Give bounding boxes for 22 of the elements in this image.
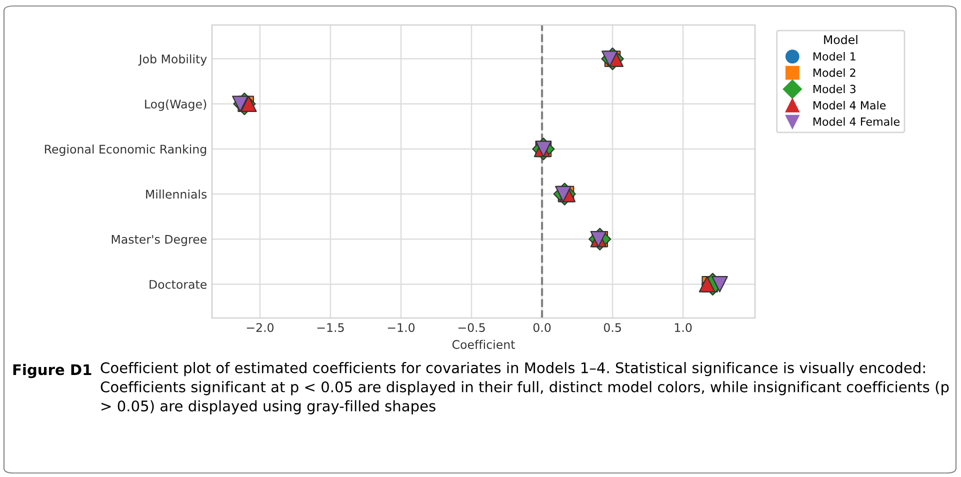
x-axis-title: Coefficient bbox=[452, 340, 515, 349]
y-tick-label: Log(Wage) bbox=[145, 99, 206, 111]
x-tick-label: −1.5 bbox=[317, 323, 344, 332]
y-tick-label: Master's Degree bbox=[112, 234, 207, 246]
y-tick-label: Millennials bbox=[146, 190, 207, 199]
x-tick-label: −0.5 bbox=[458, 323, 485, 332]
y-tick-label: Doctorate bbox=[150, 280, 207, 289]
legend-label: Model 3 bbox=[813, 84, 856, 94]
x-tick-label: −2.0 bbox=[246, 323, 274, 332]
caption: Figure D1 bbox=[13, 364, 92, 378]
legend-title: Model bbox=[824, 35, 858, 44]
legend-label: Model 1 bbox=[813, 52, 856, 61]
y-tick-label: Job Mobility bbox=[138, 54, 207, 66]
x-tick-label: 0.5 bbox=[604, 323, 621, 332]
x-tick-label: 1.0 bbox=[674, 323, 692, 332]
text: Coefficient plot of estimated coefficients for covariates in Models 1–4. Statistical significance is visually encoded: Coefficients significant at p < 0.05 are displayed in their full, distinct model colors, while insignificant coefficients (p > 0.05) are displayed using gray-filled shapes bbox=[100, 362, 949, 414]
y-tick-label: Regional Economic Ranking bbox=[44, 144, 206, 156]
x-tick-label: 0.0 bbox=[533, 323, 551, 332]
legend-label: Model 4 Male bbox=[813, 100, 886, 110]
legend-label: Model 4 Female bbox=[813, 117, 900, 126]
x-tick-label: −1.0 bbox=[388, 323, 415, 332]
legend-label: Model 2 bbox=[813, 68, 856, 77]
